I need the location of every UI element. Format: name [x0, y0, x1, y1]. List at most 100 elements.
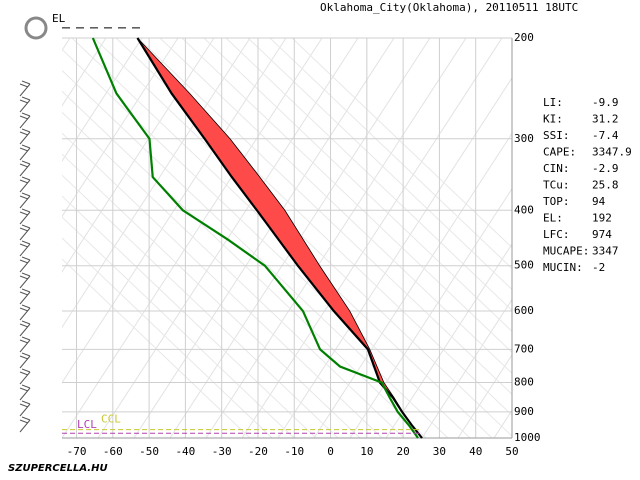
adiabat [159, 38, 512, 374]
wind-barb [19, 243, 31, 257]
wind-barb [19, 291, 29, 296]
wind-barb [19, 307, 31, 321]
wind-barb [19, 387, 31, 401]
isotherm [62, 38, 107, 107]
index-label: CAPE: [543, 146, 576, 159]
wind-barb [19, 419, 31, 433]
isotherm [277, 77, 512, 438]
wind-barb [19, 259, 31, 273]
wind-barb [19, 179, 29, 184]
level-label: LCL [77, 418, 97, 431]
wind-barb [19, 83, 29, 88]
x-tick-label: -20 [248, 445, 268, 458]
index-value: 31.2 [592, 113, 619, 126]
wind-barb [21, 304, 31, 309]
wind-barb [19, 211, 29, 216]
x-tick-label: -10 [284, 445, 304, 458]
profile-line [136, 37, 423, 439]
index-label: LFC: [543, 228, 570, 241]
wind-barb [19, 99, 29, 104]
isotherm [313, 132, 512, 438]
wind-barb [21, 320, 31, 325]
isotherm [97, 38, 359, 438]
wind-barb [21, 112, 31, 117]
wind-barb [21, 256, 31, 261]
y-tick-label: 400 [514, 203, 534, 216]
adiabat [62, 216, 295, 438]
wind-barb [19, 115, 29, 120]
wind-barb [21, 288, 31, 293]
wind-barb [19, 195, 31, 209]
wind-barb [19, 339, 29, 344]
wind-barb [21, 272, 31, 277]
index-value: -2.9 [592, 162, 619, 175]
adiabat [225, 38, 512, 312]
isotherm [62, 38, 323, 438]
wind-barb [19, 371, 31, 385]
wind-barb [21, 336, 31, 341]
wind-barb [19, 371, 29, 376]
wind-barb [19, 323, 29, 328]
y-tick-label: 800 [514, 376, 534, 389]
wind-barb [19, 243, 29, 248]
wind-barb [21, 96, 31, 101]
index-label: SSI: [543, 129, 570, 142]
wind-barb [21, 144, 31, 149]
chart-title: Oklahoma_City(Oklahoma), 20110511 18UTC [320, 1, 578, 14]
wind-barb [19, 339, 31, 353]
adiabat [62, 48, 471, 438]
wind-barb [19, 179, 31, 193]
isotherm [457, 354, 512, 438]
wind-barb [21, 368, 31, 373]
wind-barb [21, 400, 31, 405]
wind-barb [21, 224, 31, 229]
wind-barb [19, 307, 29, 312]
isotherm [385, 243, 512, 438]
adiabat [137, 38, 512, 395]
adiabat [203, 38, 512, 333]
wind-barb [21, 80, 31, 85]
y-tick-label: 300 [514, 132, 534, 145]
wind-barb [19, 275, 31, 289]
wind-barb [19, 403, 31, 417]
wind-barb [19, 387, 29, 392]
index-label: EL: [543, 212, 563, 225]
y-tick-label: 900 [514, 405, 534, 418]
index-label: MUCIN: [543, 261, 583, 274]
index-value: -9.9 [592, 96, 619, 109]
y-tick-label: 600 [514, 304, 534, 317]
wind-barb [21, 208, 31, 213]
wind-barb [19, 355, 31, 369]
wind-barb [21, 384, 31, 389]
wind-barb [19, 211, 31, 225]
index-label: MUCAPE: [543, 245, 589, 258]
y-tick-label: 1000 [514, 431, 541, 444]
wind-barb [21, 416, 31, 421]
index-label: TOP: [543, 195, 570, 208]
adiabat [291, 38, 512, 249]
wind-barb [19, 147, 29, 152]
wind-barb [19, 291, 31, 305]
index-value: 3347.9 [592, 146, 632, 159]
wind-barb [19, 323, 31, 337]
y-tick-label: 700 [514, 342, 534, 355]
wind-barb [21, 160, 31, 165]
x-tick-label: 20 [397, 445, 410, 458]
level-label: CCL [101, 413, 121, 426]
logo-icon [24, 16, 48, 40]
wind-barb [21, 128, 31, 133]
adiabat [62, 153, 361, 438]
wind-barb [19, 259, 29, 264]
wind-barb [19, 227, 31, 241]
isotherm [62, 38, 251, 329]
wind-barb [19, 99, 31, 113]
adiabat [62, 111, 405, 438]
adiabat [62, 174, 339, 438]
isotherm [241, 38, 503, 438]
wind-barb [19, 195, 29, 200]
wind-barb [19, 147, 31, 161]
wind-barb [19, 227, 29, 232]
wind-barb [21, 240, 31, 245]
adiabat [62, 237, 273, 438]
